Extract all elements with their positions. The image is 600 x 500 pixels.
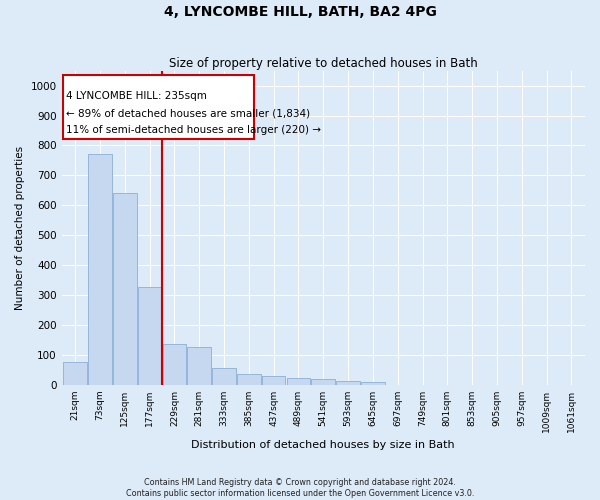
Text: 4 LYNCOMBE HILL: 235sqm: 4 LYNCOMBE HILL: 235sqm <box>66 90 206 101</box>
Text: ← 89% of detached houses are smaller (1,834): ← 89% of detached houses are smaller (1,… <box>66 108 310 118</box>
Text: Contains HM Land Registry data © Crown copyright and database right 2024.
Contai: Contains HM Land Registry data © Crown c… <box>126 478 474 498</box>
Bar <box>64 362 87 384</box>
Bar <box>262 376 286 384</box>
X-axis label: Distribution of detached houses by size in Bath: Distribution of detached houses by size … <box>191 440 455 450</box>
Bar <box>311 380 335 384</box>
Bar <box>138 288 161 384</box>
Y-axis label: Number of detached properties: Number of detached properties <box>15 146 25 310</box>
Text: 11% of semi-detached houses are larger (220) →: 11% of semi-detached houses are larger (… <box>66 126 321 136</box>
Text: 4, LYNCOMBE HILL, BATH, BA2 4PG: 4, LYNCOMBE HILL, BATH, BA2 4PG <box>164 5 436 19</box>
Bar <box>336 381 360 384</box>
Bar <box>88 154 112 384</box>
Bar <box>187 348 211 385</box>
Title: Size of property relative to detached houses in Bath: Size of property relative to detached ho… <box>169 56 478 70</box>
FancyBboxPatch shape <box>63 75 254 140</box>
Bar <box>237 374 260 384</box>
Bar <box>212 368 236 384</box>
Bar <box>287 378 310 384</box>
Bar <box>361 382 385 384</box>
Bar <box>163 344 186 385</box>
Bar <box>113 194 137 384</box>
